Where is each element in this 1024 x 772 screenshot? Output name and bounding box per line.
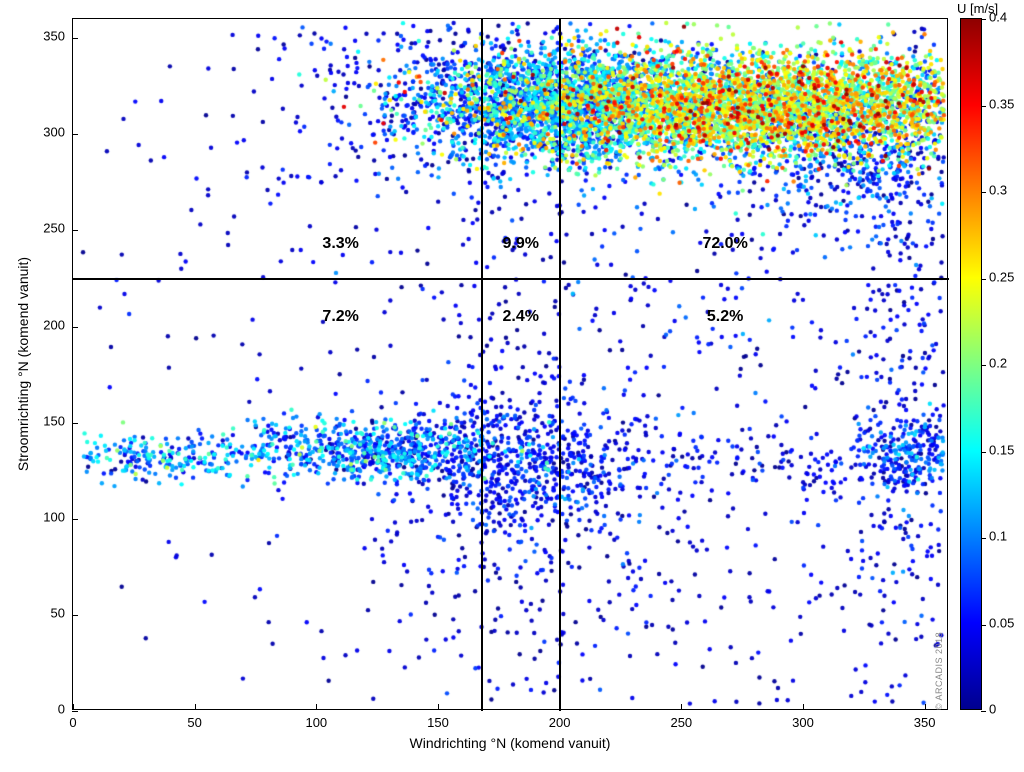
region-label: 7.2%: [322, 308, 358, 326]
region-label: 72.0%: [702, 235, 747, 253]
xtick-mark: [195, 704, 196, 710]
colorbar-tick-label: 0.3: [989, 183, 1007, 198]
ytick-label: 150: [43, 413, 65, 428]
ytick-label: 0: [58, 702, 65, 717]
colorbar-tick-mark: [981, 625, 986, 626]
region-label: 5.2%: [707, 308, 743, 326]
colorbar-tick-label: 0.35: [989, 96, 1014, 111]
xtick-mark: [438, 704, 439, 710]
divider-vertical: [481, 19, 483, 711]
xtick-label: 0: [69, 715, 76, 730]
xtick-label: 250: [670, 715, 692, 730]
scatter-canvas: [73, 19, 949, 711]
colorbar-tick-label: 0.4: [989, 10, 1007, 25]
colorbar-tick-label: 0.1: [989, 529, 1007, 544]
colorbar-gradient: [961, 19, 981, 709]
region-label: 2.4%: [502, 308, 538, 326]
colorbar-tick-mark: [981, 538, 986, 539]
xtick-label: 100: [305, 715, 327, 730]
colorbar-tick-mark: [981, 19, 986, 20]
divider-horizontal: [73, 278, 949, 280]
colorbar-tick-mark: [981, 192, 986, 193]
xtick-label: 200: [549, 715, 571, 730]
xtick-mark: [925, 704, 926, 710]
colorbar-tick-label: 0.25: [989, 269, 1014, 284]
ytick-mark: [72, 615, 78, 616]
ytick-mark: [72, 134, 78, 135]
region-label: 9.9%: [502, 235, 538, 253]
xtick-label: 300: [792, 715, 814, 730]
xtick-mark: [560, 704, 561, 710]
ytick-label: 250: [43, 221, 65, 236]
colorbar-tick-label: 0.15: [989, 442, 1014, 457]
colorbar-tick-mark: [981, 365, 986, 366]
xtick-mark: [316, 704, 317, 710]
colorbar: U [m/s] 00.050.10.150.20.250.30.350.4: [960, 18, 982, 710]
ytick-mark: [72, 711, 78, 712]
colorbar-tick-label: 0: [989, 702, 996, 717]
xtick-label: 50: [187, 715, 201, 730]
ytick-mark: [72, 423, 78, 424]
watermark: © ARCADIS 2018: [934, 632, 944, 710]
ytick-mark: [72, 327, 78, 328]
ytick-mark: [72, 230, 78, 231]
x-axis-label: Windrichting °N (komend vanuit): [410, 735, 611, 751]
xtick-label: 150: [427, 715, 449, 730]
xtick-mark: [73, 704, 74, 710]
ytick-label: 300: [43, 125, 65, 140]
ytick-label: 350: [43, 29, 65, 44]
colorbar-tick-mark: [981, 106, 986, 107]
colorbar-tick-mark: [981, 711, 986, 712]
xtick-mark: [803, 704, 804, 710]
ytick-label: 200: [43, 317, 65, 332]
plot-area: Windrichting °N (komend vanuit) Stroomri…: [72, 18, 948, 710]
divider-vertical: [559, 19, 561, 711]
ytick-mark: [72, 38, 78, 39]
figure: Windrichting °N (komend vanuit) Stroomri…: [0, 0, 1024, 772]
colorbar-tick-mark: [981, 279, 986, 280]
xtick-mark: [681, 704, 682, 710]
ytick-label: 100: [43, 509, 65, 524]
colorbar-tick-label: 0.2: [989, 356, 1007, 371]
colorbar-tick-mark: [981, 452, 986, 453]
y-axis-label: Stroomrichting °N (komend vanuit): [15, 257, 31, 471]
ytick-mark: [72, 519, 78, 520]
ytick-label: 50: [51, 605, 65, 620]
xtick-label: 350: [914, 715, 936, 730]
colorbar-tick-label: 0.05: [989, 615, 1014, 630]
region-label: 3.3%: [322, 235, 358, 253]
